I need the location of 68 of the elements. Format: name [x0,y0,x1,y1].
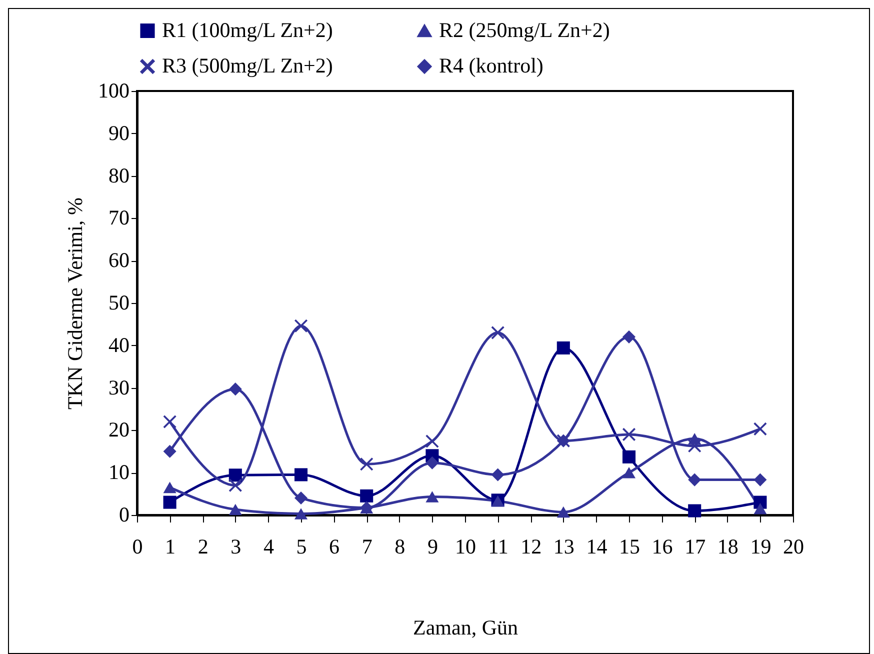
y-tick-label: 100 [98,78,130,102]
point [163,496,176,509]
point [556,341,570,354]
point [426,491,439,502]
point [688,439,702,452]
x-tick-label: 12 [520,534,542,558]
x-tick-label: 4 [263,534,274,558]
y-tick-label: 10 [108,460,130,484]
point [491,468,504,482]
x-tick-label: 10 [455,534,476,558]
point [556,506,570,518]
point [426,434,439,448]
x-tick-label: 7 [362,534,372,558]
point [622,466,636,478]
point [360,458,374,471]
point [754,422,767,436]
x-tick-label: 1 [165,534,176,558]
x-tick-label: 5 [296,534,307,558]
y-tick-label: 0 [119,502,130,526]
y-tick-label: 80 [108,163,130,188]
point [163,415,176,428]
x-tick-label: 3 [230,534,242,558]
point [228,478,242,492]
x-tick-label: 14 [586,534,608,558]
point [688,473,702,486]
point [426,456,439,470]
x-tick-label: 9 [427,534,438,558]
point [688,504,702,518]
y-tick-label: 50 [108,290,130,314]
legend-label: R4 (kontrol) [439,54,544,78]
y-tick-label: 20 [108,418,130,442]
point [622,428,636,441]
x-tick-label: 8 [394,534,406,558]
x-tick-label: 11 [488,534,508,558]
point [228,504,242,516]
point [754,473,767,486]
x-axis-title: Zaman, Gün [413,616,518,640]
x-tick-label: 2 [198,534,208,558]
x-tick-label: 15 [619,534,640,558]
point [622,330,636,344]
y-tick-label: 30 [108,375,130,400]
x-tick-label: 18 [717,534,738,558]
y-axis-title: TKN Giderme Verimi, % [63,198,87,410]
legend-label: R1 (100mg/L Zn+2) [162,18,333,42]
x-tick-label: 13 [553,534,574,558]
y-tick-label: 60 [108,248,130,272]
legend-label: R2 (250mg/L Zn+2) [439,18,610,42]
x-tick-label: 6 [329,534,340,558]
point [491,326,504,340]
y-tick-label: 90 [108,120,130,145]
y-tick-label: 40 [108,332,130,357]
x-tick-label: 20 [783,534,804,558]
point [294,492,308,505]
point [163,482,176,494]
legend-label: R3 (500mg/L Zn+2) [162,54,333,78]
point [228,382,242,396]
point [294,319,308,332]
x-tick-label: 16 [652,534,673,558]
point [294,468,308,482]
point [622,450,636,464]
point [754,502,767,514]
point [228,468,242,482]
point [163,444,176,458]
y-tick-label: 70 [108,206,130,230]
point [294,508,308,520]
x-tick-label: 19 [750,534,772,558]
point [360,489,374,502]
x-tick-label: 17 [684,534,706,558]
